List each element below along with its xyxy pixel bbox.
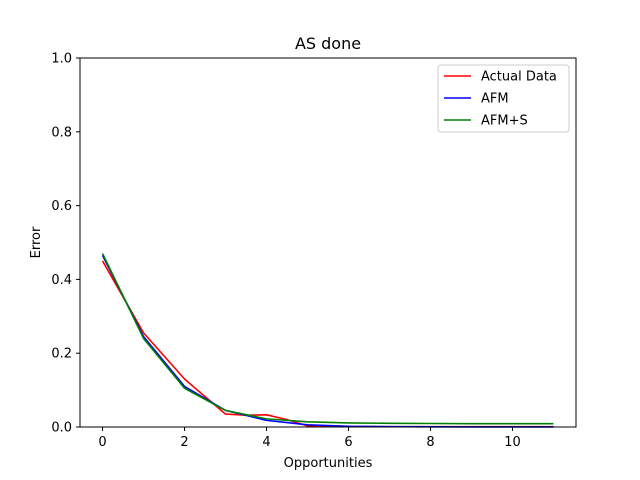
x-tick-label: 2 xyxy=(180,435,188,450)
y-axis: 0.0 0.2 0.4 0.6 0.8 1.0 xyxy=(51,52,80,436)
x-tick-label: 0 xyxy=(98,435,106,450)
plot-frame xyxy=(79,57,577,428)
y-tick-label: 0.0 xyxy=(51,421,72,436)
y-axis-label: Error xyxy=(29,226,44,258)
x-axis: 0 2 4 6 8 10 xyxy=(98,427,521,450)
y-tick-label: 1.0 xyxy=(51,52,72,67)
chart-title: AS done xyxy=(295,34,361,53)
plot-lines xyxy=(101,253,554,428)
x-axis-label: Opportunities xyxy=(284,456,373,471)
legend: Actual Data AFM AFM+S xyxy=(437,64,570,133)
legend-label: Actual Data xyxy=(481,70,557,85)
y-tick-label: 0.2 xyxy=(51,347,72,362)
x-tick-label: 4 xyxy=(262,435,270,450)
series-line-1 xyxy=(101,255,554,428)
x-tick-label: 10 xyxy=(504,435,521,450)
y-tick-label: 0.4 xyxy=(51,273,72,288)
x-tick-label: 8 xyxy=(426,435,434,450)
legend-label: AFM xyxy=(481,92,509,107)
y-tick-label: 0.6 xyxy=(51,199,72,214)
x-tick-label: 6 xyxy=(344,435,352,450)
y-tick-label: 0.8 xyxy=(51,125,72,140)
series-line-2 xyxy=(101,253,554,425)
legend-box xyxy=(437,64,570,133)
legend-label: AFM+S xyxy=(481,114,528,129)
series-line-0 xyxy=(101,260,554,428)
